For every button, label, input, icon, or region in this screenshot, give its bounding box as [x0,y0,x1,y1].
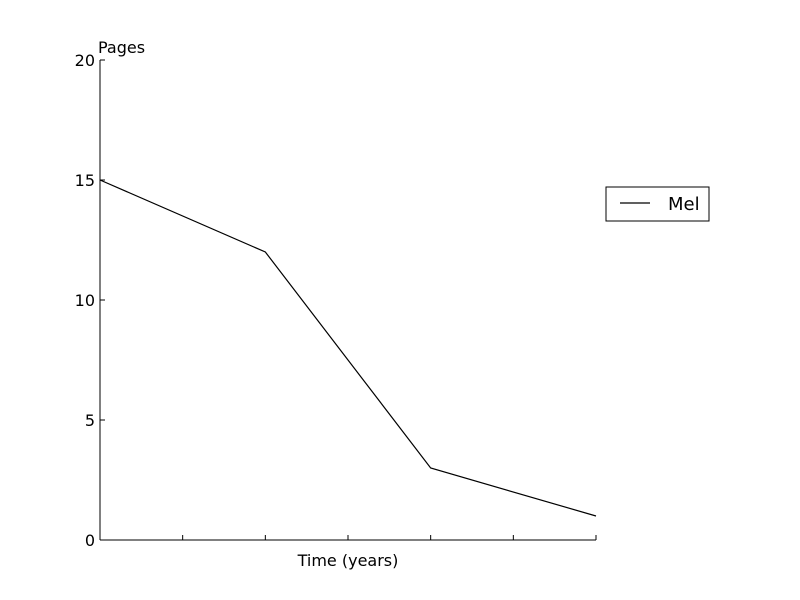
x-ticks [99,535,597,540]
x-axis-label: Time (years) [297,551,399,570]
y-tick-label: 0 [85,531,95,550]
legend-box [605,186,710,222]
legend-label-mel: Mel [668,194,700,215]
y-tick-label: 5 [85,411,95,430]
y-axis-label: Pages [98,38,145,57]
y-tick-label: 15 [75,171,95,190]
y-tick-label: 10 [75,291,95,310]
series-line-mel [99,179,597,517]
y-ticks: 0 5 10 15 20 [75,51,105,550]
y-tick-label: 20 [75,51,95,70]
series-layer [99,179,597,517]
legend: Mel [605,186,710,222]
